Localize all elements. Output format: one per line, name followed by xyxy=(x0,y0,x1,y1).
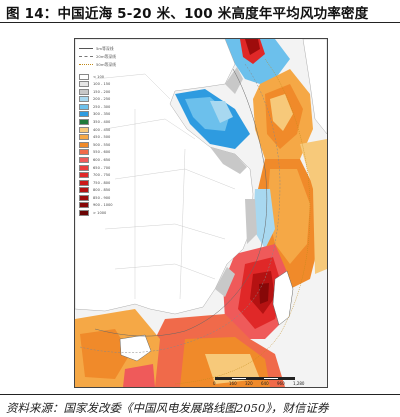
legend-class-item: < 100 xyxy=(79,73,139,80)
legend-class-item: 700 - 750 xyxy=(79,172,139,179)
legend-swatch xyxy=(79,134,89,141)
legend-class-label: 200 - 250 xyxy=(93,97,111,102)
legend-class-label: 550 - 600 xyxy=(93,150,111,155)
legend-class-label: > 1000 xyxy=(93,211,107,215)
scale-tick-label: 320 xyxy=(245,381,253,386)
legend-line-label: 5m等深线 xyxy=(96,45,114,51)
legend-class-label: 450 - 500 xyxy=(93,135,111,140)
legend-class-list: < 100 100 - 150 150 - 200 200 - 250 250 - 30… xyxy=(79,73,139,217)
map-canvas xyxy=(75,39,327,387)
legend-class-label: 100 - 150 xyxy=(93,82,111,87)
legend-class-item: 850 - 900 xyxy=(79,194,139,201)
korean-peninsula xyxy=(302,39,327,135)
legend-swatch xyxy=(79,81,89,88)
scale-tick-label: 960 xyxy=(277,381,285,386)
legend-swatch xyxy=(79,126,89,133)
scale-segment xyxy=(263,377,279,380)
bohai-sea-area xyxy=(225,39,290,84)
legend-line-item: 5m等深线 xyxy=(79,45,139,52)
legend-class-label: 700 - 750 xyxy=(93,173,111,178)
legend-swatch xyxy=(79,149,89,156)
legend-swatch xyxy=(79,96,89,103)
legend-class-item: 200 - 250 xyxy=(79,96,139,103)
scale-tick-label: 0 xyxy=(213,381,216,386)
legend-swatch xyxy=(79,156,89,163)
legend-class-item: 600 - 650 xyxy=(79,156,139,163)
legend-class-label: 250 - 300 xyxy=(93,104,111,109)
legend-class-label: < 100 xyxy=(93,74,105,79)
hainan-island xyxy=(119,334,152,362)
scale-tick-label: 1,280 xyxy=(293,381,305,386)
legend-class-label: 750 - 800 xyxy=(93,180,111,185)
legend-class-label: 600 - 650 xyxy=(93,157,111,162)
legend-class-item: > 1000 xyxy=(79,209,139,216)
legend-class-label: 800 - 850 xyxy=(93,188,111,193)
legend-swatch xyxy=(79,210,89,216)
legend-class-label: 650 - 700 xyxy=(93,165,111,170)
legend-swatch xyxy=(79,194,89,201)
mainland-land xyxy=(75,39,254,315)
legend-class-item: 400 - 450 xyxy=(79,126,139,133)
legend-class-item: 150 - 200 xyxy=(79,88,139,95)
legend-class-item: 250 - 300 xyxy=(79,103,139,110)
taiwan-island xyxy=(272,270,294,326)
legend-line-item: 20m等深线 xyxy=(79,53,139,60)
source-divider xyxy=(0,394,400,395)
map-legend: 5m等深线 20m等深线 50m等深线 < 100 100 - 150 150 - … xyxy=(79,45,139,217)
legend-class-label: 300 - 350 xyxy=(93,112,111,117)
legend-class-item: 350 - 400 xyxy=(79,118,139,126)
scale-segment xyxy=(231,377,247,380)
legend-class-label: 350 - 400 xyxy=(93,120,111,125)
legend-class-item: 300 - 350 xyxy=(79,111,139,118)
legend-swatch xyxy=(79,172,89,179)
legend-swatch xyxy=(79,73,89,80)
legend-swatch xyxy=(79,119,89,126)
legend-class-item: 500 - 550 xyxy=(79,141,139,148)
legend-class-item: 100 - 150 xyxy=(79,81,139,88)
legend-line-label: 20m等深线 xyxy=(96,53,116,59)
isobath-5m xyxy=(94,68,268,337)
legend-class-item: 900 - 1000 xyxy=(79,202,139,209)
title-divider xyxy=(0,22,400,23)
legend-swatch xyxy=(79,164,89,171)
legend-class-item: 650 - 700 xyxy=(79,164,139,171)
legend-class-item: 450 - 500 xyxy=(79,134,139,141)
legend-swatch xyxy=(79,88,89,95)
legend-class-label: 900 - 1000 xyxy=(93,203,113,208)
figure-title: 图 14：中国近海 5-20 米、100 米高度年平均风功率密度 xyxy=(6,6,369,22)
legend-line-item: 50m等深线 xyxy=(79,61,139,68)
legend-swatch xyxy=(79,202,89,209)
legend-class-label: 500 - 550 xyxy=(93,142,111,147)
isobath-20m xyxy=(79,63,281,353)
legend-swatch xyxy=(79,141,89,148)
scale-segment xyxy=(215,377,231,380)
wind-power-density-map: 5m等深线 20m等深线 50m等深线 < 100 100 - 150 150 - … xyxy=(74,38,328,388)
legend-class-item: 550 - 600 xyxy=(79,149,139,156)
legend-line-label: 50m等深线 xyxy=(96,61,116,67)
legend-swatch xyxy=(79,111,89,118)
figure-source: 资料来源：国家发改委《中国风电发展路线图2050》，财信证券 xyxy=(6,401,329,415)
legend-class-item: 750 - 800 xyxy=(79,179,139,186)
scale-segment xyxy=(247,377,263,380)
isobath-50m xyxy=(174,58,311,385)
legend-class-label: 850 - 900 xyxy=(93,195,111,200)
legend-class-label: 400 - 450 xyxy=(93,127,111,132)
scale-tick-label: 160 xyxy=(229,381,237,386)
legend-class-item: 800 - 850 xyxy=(79,187,139,194)
legend-class-label: 150 - 200 xyxy=(93,89,111,94)
scale-segment xyxy=(279,377,295,380)
legend-swatch xyxy=(79,187,89,194)
legend-swatch xyxy=(79,179,89,186)
legend-swatch xyxy=(79,103,89,110)
scale-tick-label: 640 xyxy=(261,381,269,386)
